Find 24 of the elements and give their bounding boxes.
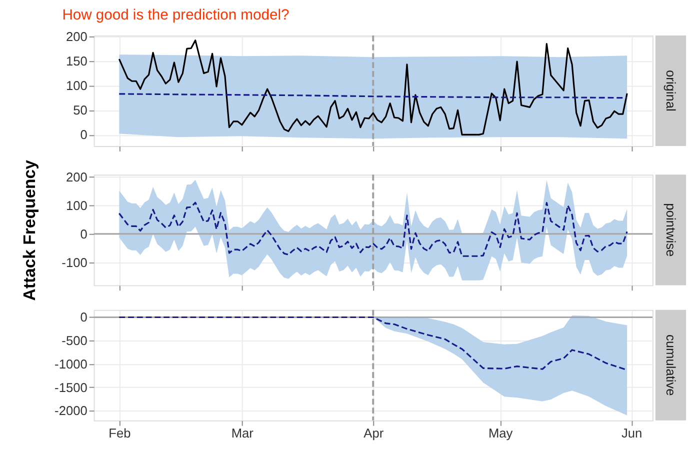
x-tick-label: Feb (108, 426, 131, 441)
y2-axis-title: pointwise (663, 203, 678, 257)
x-tick-label: Mar (231, 426, 254, 441)
y-tick-label: 50 (73, 102, 88, 118)
x-tick-label: May (488, 426, 514, 441)
y-tick-label: 0 (80, 127, 88, 142)
chart-title: How good is the prediction model? (62, 8, 290, 24)
y-tick-label: -100 (62, 254, 88, 270)
y-tick-label: 100 (66, 78, 88, 94)
y-axis-title: Attack Frequency (20, 159, 40, 301)
y2-axis-title: original (663, 70, 678, 112)
y-tick-label: -500 (62, 333, 88, 348)
y-tick-label: 100 (66, 198, 88, 213)
y-tick-label: -1000 (54, 356, 88, 372)
y-tick-label: 150 (66, 53, 88, 68)
y-tick-label: 200 (66, 28, 88, 44)
x-tick-label: Jun (621, 426, 642, 441)
y-tick-label: 0 (80, 310, 88, 325)
y-tick-label: -2000 (54, 403, 88, 418)
y-tick-label: 0 (80, 226, 88, 242)
y2-axis-title: cumulative (663, 334, 678, 396)
y-tick-label: -1500 (54, 380, 88, 395)
y-tick-label: 200 (66, 169, 88, 184)
x-tick-label: Apr (364, 426, 384, 441)
